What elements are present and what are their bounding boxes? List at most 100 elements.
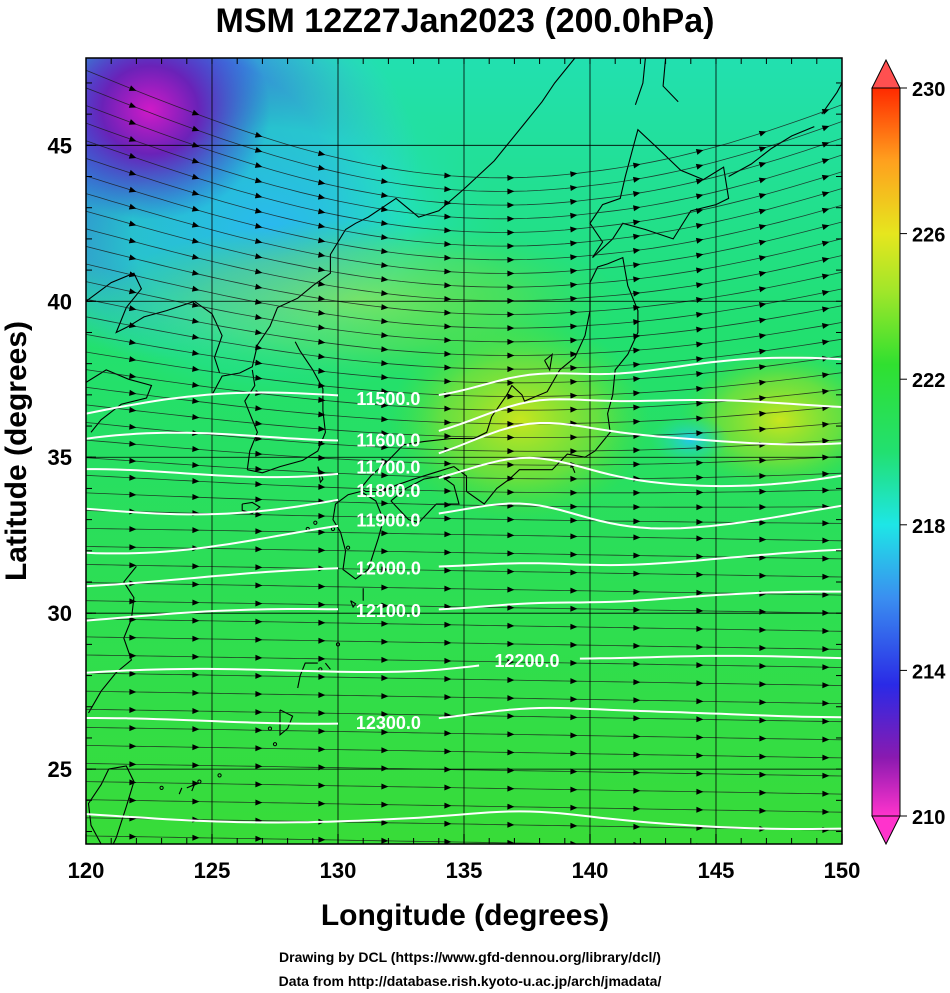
island bbox=[272, 742, 278, 747]
coastline-segment bbox=[86, 369, 153, 433]
wind-arrow bbox=[255, 636, 263, 643]
wind-arrow bbox=[318, 353, 326, 360]
wind-arrow bbox=[759, 771, 767, 778]
wind-arrow bbox=[633, 642, 641, 649]
wind-arrow bbox=[759, 488, 767, 495]
wind-arrow bbox=[570, 268, 578, 275]
wind-arrow bbox=[381, 837, 389, 844]
wind-arrow bbox=[633, 247, 641, 254]
wind-arrow bbox=[633, 404, 641, 411]
wind-arrow bbox=[570, 533, 578, 540]
wind-arrow bbox=[633, 375, 641, 382]
wind-arrow bbox=[632, 176, 641, 183]
wind-arrow bbox=[317, 222, 326, 229]
wind-arrow bbox=[318, 425, 326, 432]
wind-arrow bbox=[633, 733, 641, 740]
wind-arrow bbox=[255, 835, 263, 842]
wind-arrow bbox=[318, 483, 326, 490]
wind-arrow bbox=[759, 536, 767, 543]
wind-arrow bbox=[254, 162, 263, 168]
wind-arrow bbox=[633, 489, 641, 496]
wind-arrow bbox=[821, 224, 830, 231]
wind-arrow bbox=[570, 786, 578, 793]
wind-arrow bbox=[822, 772, 830, 779]
wind-arrow bbox=[254, 268, 263, 275]
wind-arrow bbox=[255, 564, 263, 571]
wind-arrow bbox=[255, 481, 263, 488]
wind-arrow bbox=[128, 136, 137, 142]
island bbox=[159, 785, 164, 790]
wind-arrow bbox=[695, 252, 704, 259]
wind-arrow bbox=[821, 289, 830, 296]
wind-arrow bbox=[129, 779, 137, 786]
wind-arrow bbox=[696, 356, 704, 363]
wind-arrow bbox=[128, 119, 137, 125]
wind-arrow bbox=[822, 421, 830, 428]
wind-arrow bbox=[822, 372, 830, 379]
wind-arrow bbox=[570, 750, 578, 757]
x-tick-label: 125 bbox=[194, 858, 231, 883]
wind-arrow bbox=[507, 407, 515, 414]
contour-label: 12200.0 bbox=[494, 651, 559, 671]
wind-arrow bbox=[633, 769, 641, 776]
wind-arrow bbox=[128, 85, 137, 91]
wind-arrow bbox=[507, 448, 515, 455]
wind-arrow bbox=[507, 379, 515, 386]
wind-arrow bbox=[444, 337, 452, 344]
wind-arrow bbox=[507, 393, 515, 400]
wind-arrow bbox=[255, 374, 263, 381]
wind-arrow bbox=[318, 746, 326, 753]
wind-arrow bbox=[129, 670, 137, 677]
wind-arrow bbox=[633, 319, 641, 326]
wind-arrow bbox=[570, 768, 578, 775]
height-contour bbox=[86, 706, 842, 725]
contour-label: 12000.0 bbox=[356, 558, 421, 578]
island bbox=[217, 773, 222, 778]
wind-arrow bbox=[758, 301, 767, 308]
wind-arrow bbox=[696, 553, 704, 560]
wind-arrow bbox=[822, 537, 830, 544]
wind-arrow bbox=[695, 223, 704, 229]
wind-arrow bbox=[822, 591, 830, 598]
wind-arrow bbox=[192, 780, 200, 787]
wind-arrow bbox=[254, 238, 263, 244]
wind-arrow bbox=[507, 256, 515, 263]
wind-arrow bbox=[758, 208, 767, 215]
wind-arrow bbox=[696, 430, 704, 437]
wind-arrow bbox=[255, 727, 263, 734]
wind-arrow bbox=[192, 617, 200, 624]
contour-label: 11600.0 bbox=[356, 430, 420, 450]
wind-arrow bbox=[633, 233, 641, 240]
wind-arrow bbox=[570, 337, 578, 344]
wind-arrow bbox=[254, 314, 263, 320]
y-tick-label: 45 bbox=[48, 133, 72, 158]
colorbar-min-arrow bbox=[871, 815, 901, 846]
wind-arrow bbox=[570, 587, 578, 594]
wind-arrow bbox=[507, 352, 515, 359]
coastline-segment bbox=[88, 566, 137, 714]
contour-label: 11500.0 bbox=[356, 389, 420, 409]
wind-arrow bbox=[507, 270, 515, 277]
wind-arrow bbox=[507, 311, 515, 318]
wind-arrow bbox=[444, 675, 452, 682]
wind-arrow bbox=[444, 639, 452, 646]
wind-arrow bbox=[570, 323, 578, 330]
wind-arrow bbox=[507, 215, 515, 222]
wind-arrow bbox=[696, 519, 704, 526]
wind-arrow bbox=[695, 208, 704, 215]
wind-arrow bbox=[381, 783, 389, 790]
wind-arrow bbox=[821, 257, 830, 263]
wind-arrow bbox=[695, 193, 704, 200]
wind-arrow bbox=[759, 753, 767, 760]
wind-arrow bbox=[129, 373, 137, 379]
wind-arrow bbox=[191, 269, 200, 276]
wind-arrow bbox=[633, 205, 641, 212]
wind-arrow bbox=[758, 286, 767, 293]
height-contour bbox=[86, 356, 842, 415]
wind-arrow bbox=[570, 226, 578, 233]
wind-arrow bbox=[822, 845, 829, 851]
wind-arrow bbox=[633, 624, 641, 631]
wind-arrow bbox=[507, 489, 515, 496]
wind-arrow bbox=[381, 430, 389, 437]
wind-arrow bbox=[381, 486, 389, 493]
